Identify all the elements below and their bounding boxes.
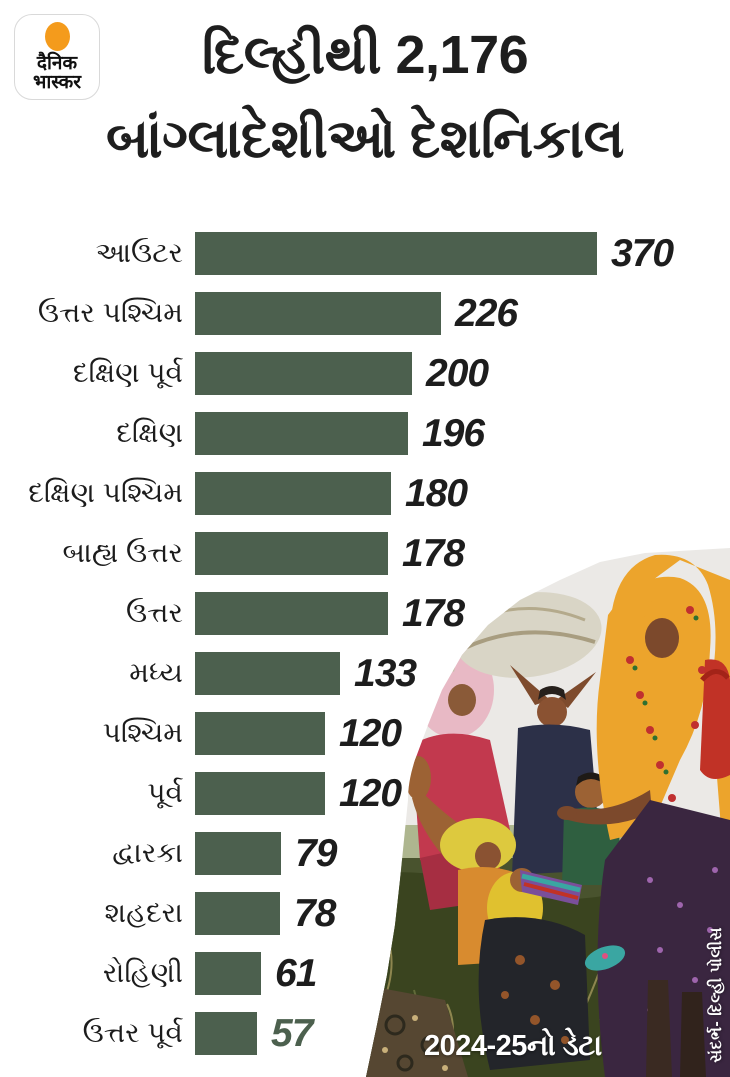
source-credit: સંદર્ભ- દિલ્હી પોલીસ xyxy=(708,927,725,1063)
bar-label: પૂર્વ xyxy=(147,777,183,808)
bar xyxy=(195,892,280,935)
bar xyxy=(195,352,412,395)
photo-flipflop xyxy=(584,945,626,971)
bar-value: 120 xyxy=(339,771,402,815)
bar-value: 78 xyxy=(294,891,336,935)
bar-label: દક્ષિણ પશ્ચિમ xyxy=(28,477,183,508)
chart-row: પૂર્વ 120 xyxy=(0,772,730,815)
logo-text-line1: दैनिक xyxy=(36,52,78,74)
bar-value: 79 xyxy=(295,831,337,875)
chart-row: ઉત્તર પશ્ચિમ 226 xyxy=(0,292,730,335)
bar-label: બાહ્ય ઉત્તર xyxy=(62,537,183,568)
bar-label: મધ્ય xyxy=(129,657,183,688)
chart-row: શહદરા 78 xyxy=(0,892,730,935)
chart-row: દક્ષિણ પશ્ચિમ 180 xyxy=(0,472,730,515)
bar-value: 120 xyxy=(339,711,402,755)
logo-text-line2: भास्कर xyxy=(32,72,82,93)
title-line1: દિલ્હીથી 2,176 xyxy=(201,25,529,85)
bar xyxy=(195,652,340,695)
bar-value: 180 xyxy=(405,471,468,515)
page-title: દિલ્હીથી 2,176 બાંગ્લાદેશીઓ દેશનિકાલ xyxy=(0,14,730,181)
bar-label: દ્વારકા xyxy=(112,837,183,868)
bar xyxy=(195,232,597,275)
sun-icon xyxy=(44,21,70,51)
bar-label: આઉટર xyxy=(95,237,183,268)
bar-value: 178 xyxy=(402,591,465,635)
bar-label: દક્ષિણ xyxy=(116,417,183,448)
dainik-bhaskar-logo: दैनिक भास्कर xyxy=(14,14,100,100)
chart-row: રોહિણી 61 xyxy=(0,952,730,995)
bar-label: રોહિણી xyxy=(102,957,183,988)
bar-value: 370 xyxy=(611,231,674,275)
bar xyxy=(195,952,261,995)
chart-row: ઉત્તર 178 xyxy=(0,592,730,635)
bar-label: ઉત્તર પૂર્વ xyxy=(82,1017,183,1048)
photo-legs xyxy=(646,980,706,1077)
bar-label: દક્ષિણ પૂર્વ xyxy=(72,357,183,388)
bar-value: 178 xyxy=(402,531,465,575)
bar-value: 226 xyxy=(455,291,518,335)
refugees-photo xyxy=(366,548,730,1077)
bar xyxy=(195,592,388,635)
chart-row: બાહ્ય ઉત્તર 178 xyxy=(0,532,730,575)
bar-label: ઉત્તર પશ્ચિમ xyxy=(37,297,183,328)
bar xyxy=(195,532,388,575)
bar-value: 196 xyxy=(422,411,485,455)
bar xyxy=(195,712,325,755)
chart-row: દક્ષિણ પૂર્વ 200 xyxy=(0,352,730,395)
bar-chart: આઉટર 370 ઉત્તર પશ્ચિમ 226 દક્ષિણ પૂર્વ 2… xyxy=(0,232,730,1062)
photo-woman-crouching xyxy=(405,756,590,1070)
data-period-note: 2024-25નો ડેટા xyxy=(424,1030,602,1062)
bar xyxy=(195,772,325,815)
chart-row: દક્ષિણ 196 xyxy=(0,412,730,455)
bar xyxy=(195,1012,257,1055)
chart-row: આઉટર 370 xyxy=(0,232,730,275)
chart-row: ઉત્તર પૂર્વ 57 xyxy=(0,1012,730,1055)
bar xyxy=(195,832,281,875)
bar-label: ઉત્તર xyxy=(125,597,183,628)
chart-row: મધ્ય 133 xyxy=(0,652,730,695)
chart-row: દ્વારકા 79 xyxy=(0,832,730,875)
bar xyxy=(195,412,408,455)
bar-value: 200 xyxy=(426,351,489,395)
chart-row: પશ્ચિમ 120 xyxy=(0,712,730,755)
bar-value: 133 xyxy=(354,651,417,695)
bar-value: 61 xyxy=(275,951,317,995)
bar xyxy=(195,292,441,335)
title-line2: બાંગ્લાદેશીઓ દેશનિકાલ xyxy=(106,108,624,169)
photo-camo-bag xyxy=(366,985,468,1077)
bar-value: 57 xyxy=(271,1011,313,1055)
bar-label: પશ્ચિમ xyxy=(102,717,183,748)
bar-label: શહદરા xyxy=(104,897,183,928)
bar xyxy=(195,472,391,515)
